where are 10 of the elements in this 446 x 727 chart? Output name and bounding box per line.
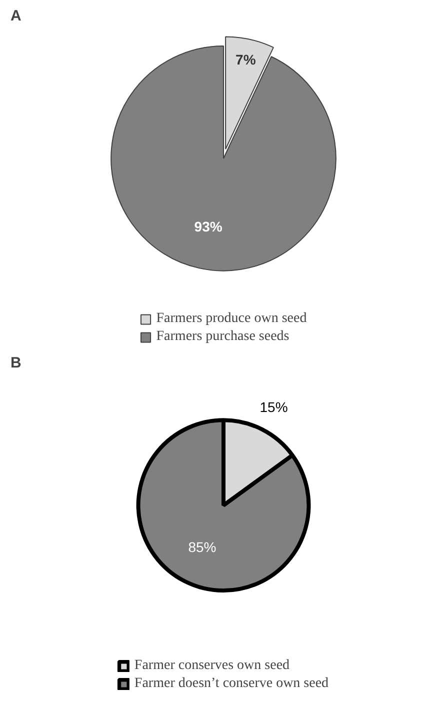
legend-label: Farmers produce own seed xyxy=(156,311,307,327)
legend-label: Farmer doesn’t conserve own seed xyxy=(134,676,329,692)
legend-label: Farmers purchase seeds xyxy=(156,329,290,345)
data-label: 85% xyxy=(188,539,216,556)
data-label: 7% xyxy=(236,51,256,68)
legend-label: Farmer conserves own seed xyxy=(134,658,290,674)
data-label: 15% xyxy=(260,398,288,415)
chart-title: B xyxy=(10,354,22,372)
data-label: 93% xyxy=(194,218,223,234)
chart-title: A xyxy=(10,8,22,24)
